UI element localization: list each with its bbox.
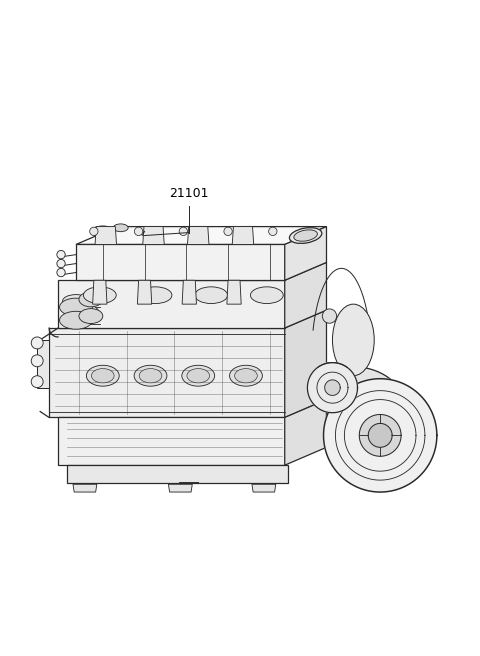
Polygon shape xyxy=(58,280,285,328)
Polygon shape xyxy=(252,484,276,492)
Circle shape xyxy=(269,227,277,236)
Text: 21101: 21101 xyxy=(169,187,209,200)
Polygon shape xyxy=(93,280,107,304)
Circle shape xyxy=(31,355,43,367)
Circle shape xyxy=(31,337,43,349)
Polygon shape xyxy=(182,280,196,304)
Ellipse shape xyxy=(134,365,167,386)
Polygon shape xyxy=(285,400,326,465)
Polygon shape xyxy=(232,226,254,245)
Ellipse shape xyxy=(60,298,92,316)
Circle shape xyxy=(90,227,98,236)
Ellipse shape xyxy=(92,369,114,383)
Polygon shape xyxy=(168,484,192,492)
Circle shape xyxy=(57,259,65,268)
Circle shape xyxy=(31,376,43,388)
Ellipse shape xyxy=(333,304,374,376)
Ellipse shape xyxy=(139,287,172,304)
Polygon shape xyxy=(285,310,326,417)
Polygon shape xyxy=(58,417,285,465)
Ellipse shape xyxy=(60,312,92,329)
Ellipse shape xyxy=(62,312,89,325)
Circle shape xyxy=(134,227,143,236)
Polygon shape xyxy=(137,280,152,304)
Polygon shape xyxy=(285,262,326,328)
Ellipse shape xyxy=(79,308,103,323)
Circle shape xyxy=(57,251,65,259)
Polygon shape xyxy=(324,379,437,492)
Polygon shape xyxy=(324,380,340,396)
Ellipse shape xyxy=(79,292,103,307)
Ellipse shape xyxy=(195,287,228,304)
Polygon shape xyxy=(285,226,326,280)
Circle shape xyxy=(179,227,188,236)
Polygon shape xyxy=(368,423,392,447)
Polygon shape xyxy=(95,226,117,245)
Polygon shape xyxy=(360,415,401,457)
Ellipse shape xyxy=(294,230,317,241)
Ellipse shape xyxy=(289,228,322,243)
Circle shape xyxy=(323,309,336,323)
Ellipse shape xyxy=(139,369,162,383)
Ellipse shape xyxy=(229,365,263,386)
Polygon shape xyxy=(49,328,285,417)
Polygon shape xyxy=(37,340,49,388)
Polygon shape xyxy=(326,367,407,454)
Polygon shape xyxy=(73,484,97,492)
Ellipse shape xyxy=(235,369,257,383)
Ellipse shape xyxy=(187,369,210,383)
Polygon shape xyxy=(227,280,241,304)
Polygon shape xyxy=(76,226,326,245)
Polygon shape xyxy=(307,363,358,413)
Circle shape xyxy=(224,227,232,236)
Circle shape xyxy=(57,268,65,277)
Polygon shape xyxy=(143,226,164,245)
Ellipse shape xyxy=(251,287,283,304)
Ellipse shape xyxy=(86,365,119,386)
Polygon shape xyxy=(76,245,285,280)
Ellipse shape xyxy=(72,305,98,318)
Ellipse shape xyxy=(84,287,116,304)
Polygon shape xyxy=(67,465,288,483)
Ellipse shape xyxy=(92,226,114,237)
Ellipse shape xyxy=(113,224,128,232)
Ellipse shape xyxy=(182,365,215,386)
Polygon shape xyxy=(188,226,209,245)
Ellipse shape xyxy=(62,295,89,308)
